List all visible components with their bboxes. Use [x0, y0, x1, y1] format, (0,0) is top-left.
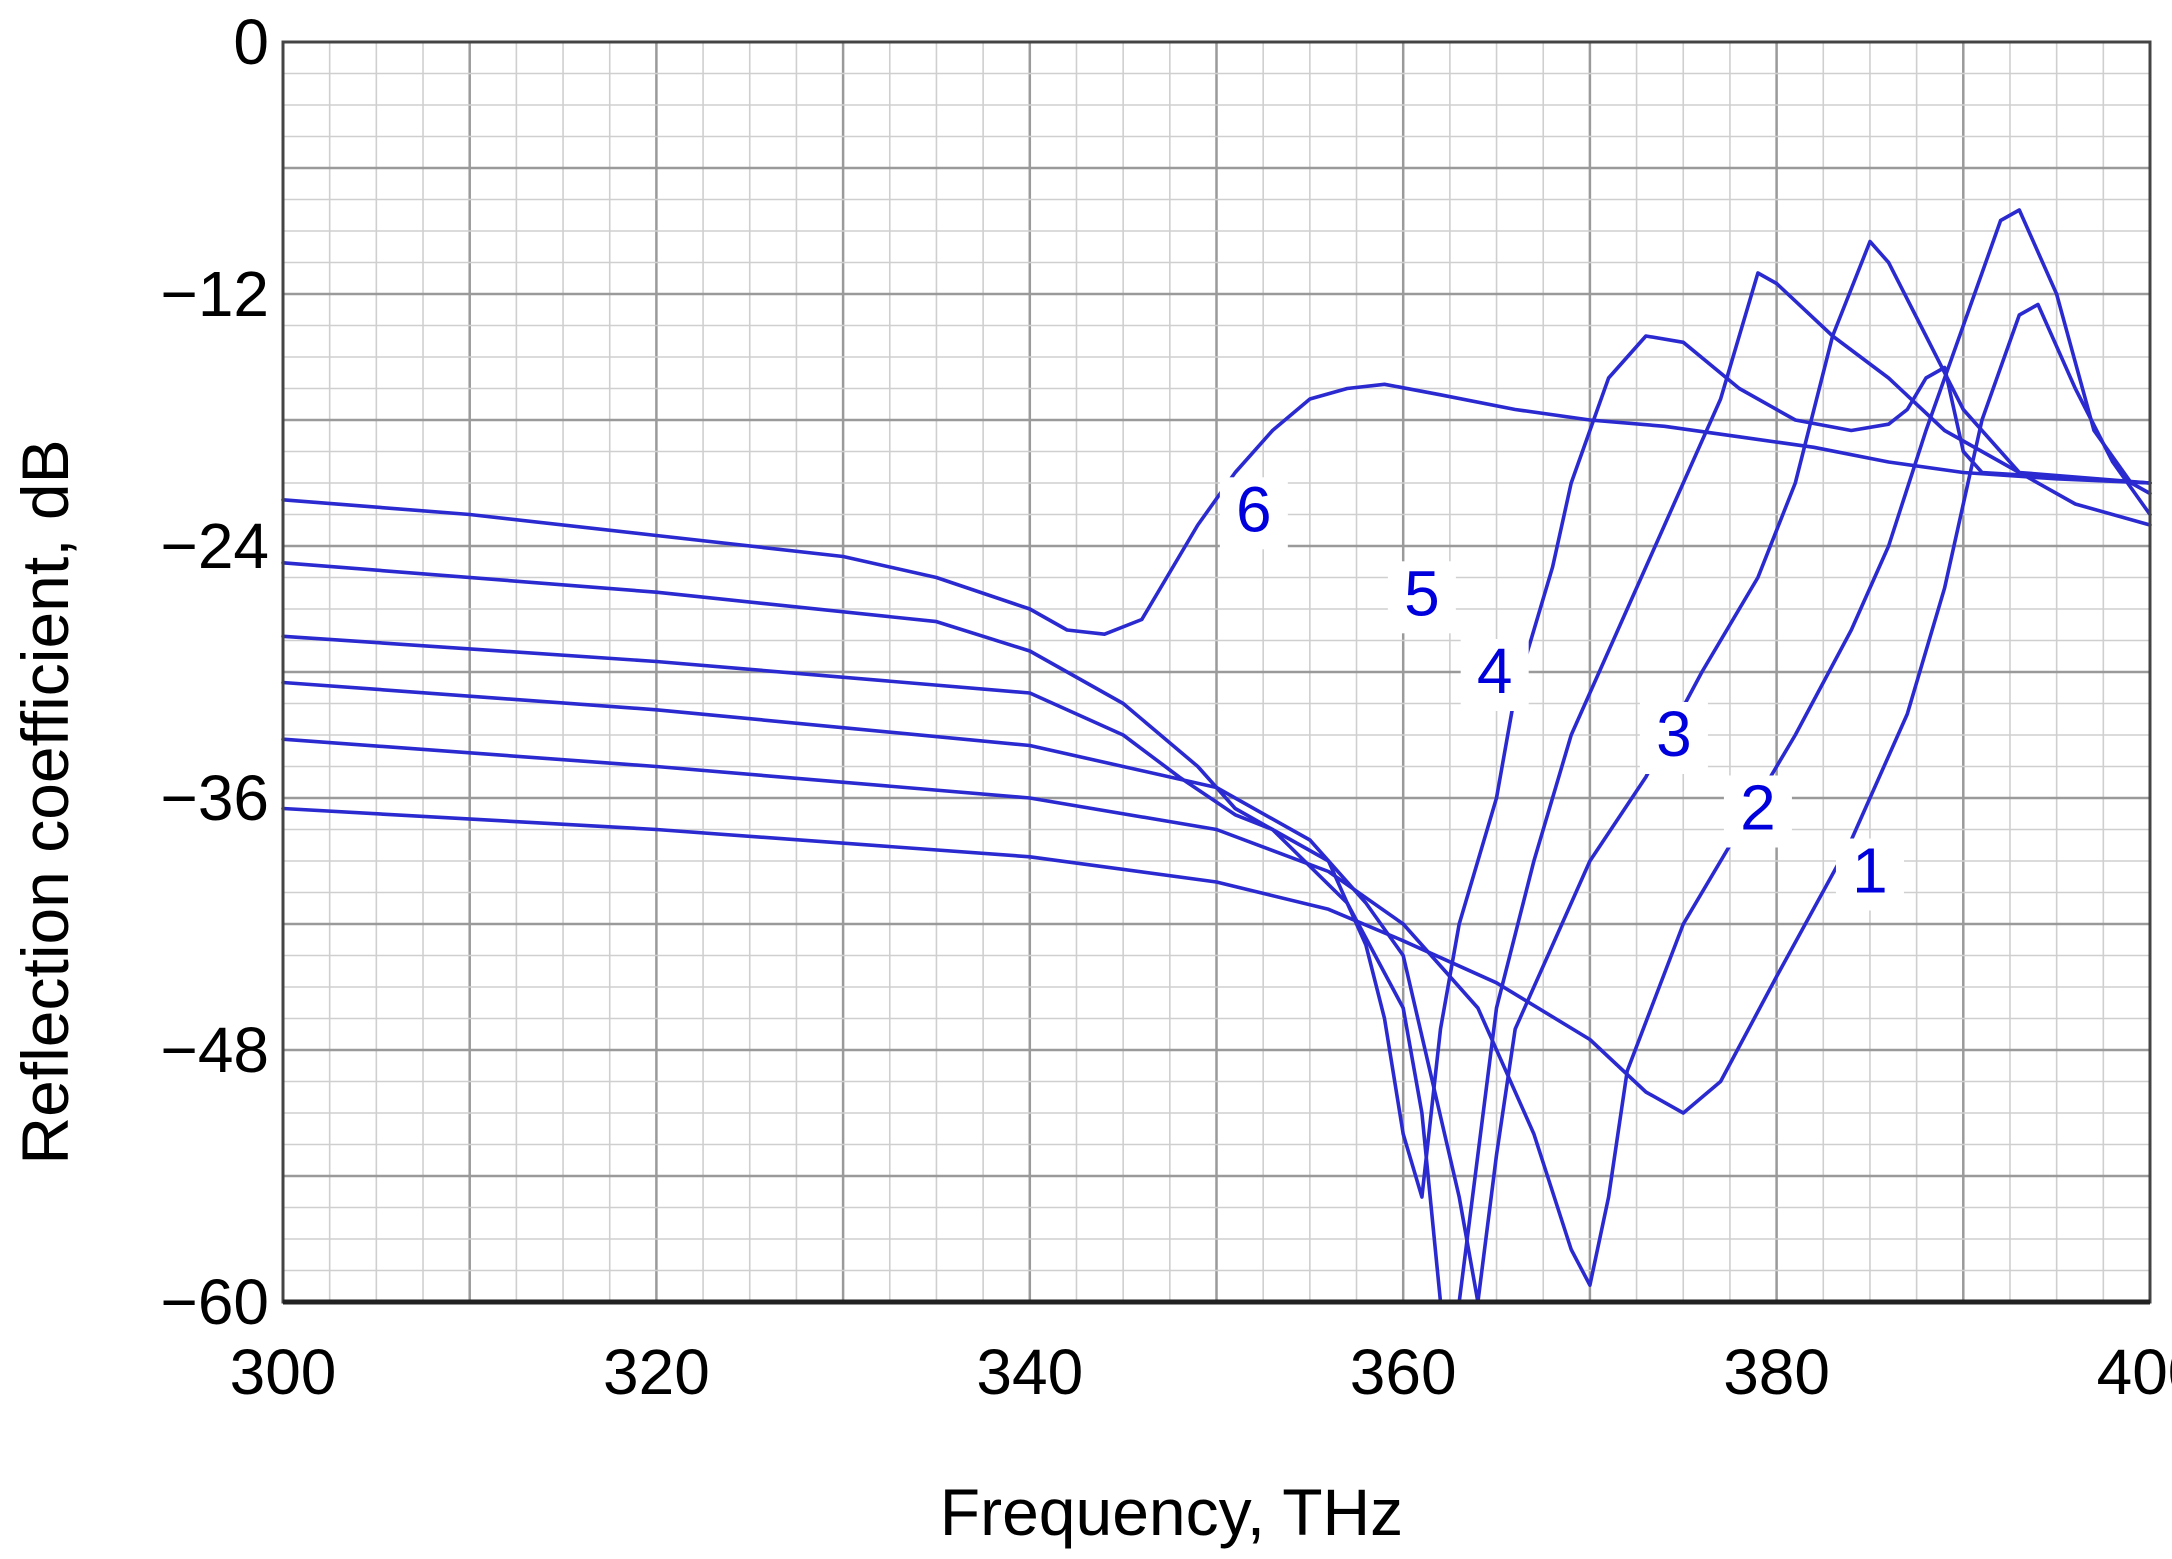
series-label-1: 1: [1852, 835, 1888, 907]
curve-labels: 1 23 45 6: [1219, 473, 1904, 911]
series-label-background: [1835, 838, 1904, 911]
series-label-2: 2: [1740, 772, 1776, 844]
x-tick-label: 300: [230, 1336, 337, 1408]
x-tick-label: 400: [2097, 1336, 2172, 1408]
series-label-3: 3: [1656, 698, 1692, 770]
y-tick-label: −48: [160, 1014, 269, 1086]
x-axis-title: Frequency, THz: [940, 1475, 1403, 1549]
y-tick-label: 0: [233, 6, 269, 78]
series-line-1: [281, 302, 2152, 1115]
y-axis-title: Reflection coefficient, dB: [8, 439, 82, 1164]
series-label-background: [1219, 477, 1288, 550]
series-label-background: [1723, 775, 1792, 848]
y-tick-labels: 0 −12 −24 −36 −48 −60: [160, 6, 269, 1338]
series-label-6: 6: [1236, 473, 1272, 545]
y-tick-label: −24: [160, 510, 269, 582]
curves: [281, 208, 2152, 1304]
x-tick-label: 360: [1350, 1336, 1457, 1408]
series-line-5: [281, 334, 2152, 1199]
x-tick-label: 320: [603, 1336, 710, 1408]
y-tick-label: −12: [160, 258, 269, 330]
series-label-5: 5: [1404, 557, 1440, 629]
y-tick-label: −36: [160, 762, 269, 834]
series-label-4: 4: [1477, 635, 1513, 707]
series-label-background: [1460, 639, 1529, 711]
series-label-background: [1387, 561, 1456, 634]
series-label-background: [1639, 702, 1708, 774]
series-line-3: [281, 239, 2152, 1304]
x-tick-label: 380: [1723, 1336, 1830, 1408]
x-tick-labels: 300 320 340 360 380 400: [230, 1336, 2172, 1408]
x-tick-label: 340: [976, 1336, 1083, 1408]
series-line-2: [281, 208, 2152, 1287]
series-line-4: [281, 271, 2152, 1304]
series-line-6: [281, 382, 2152, 636]
y-tick-label: −60: [160, 1266, 269, 1338]
grid: [281, 40, 2152, 1304]
